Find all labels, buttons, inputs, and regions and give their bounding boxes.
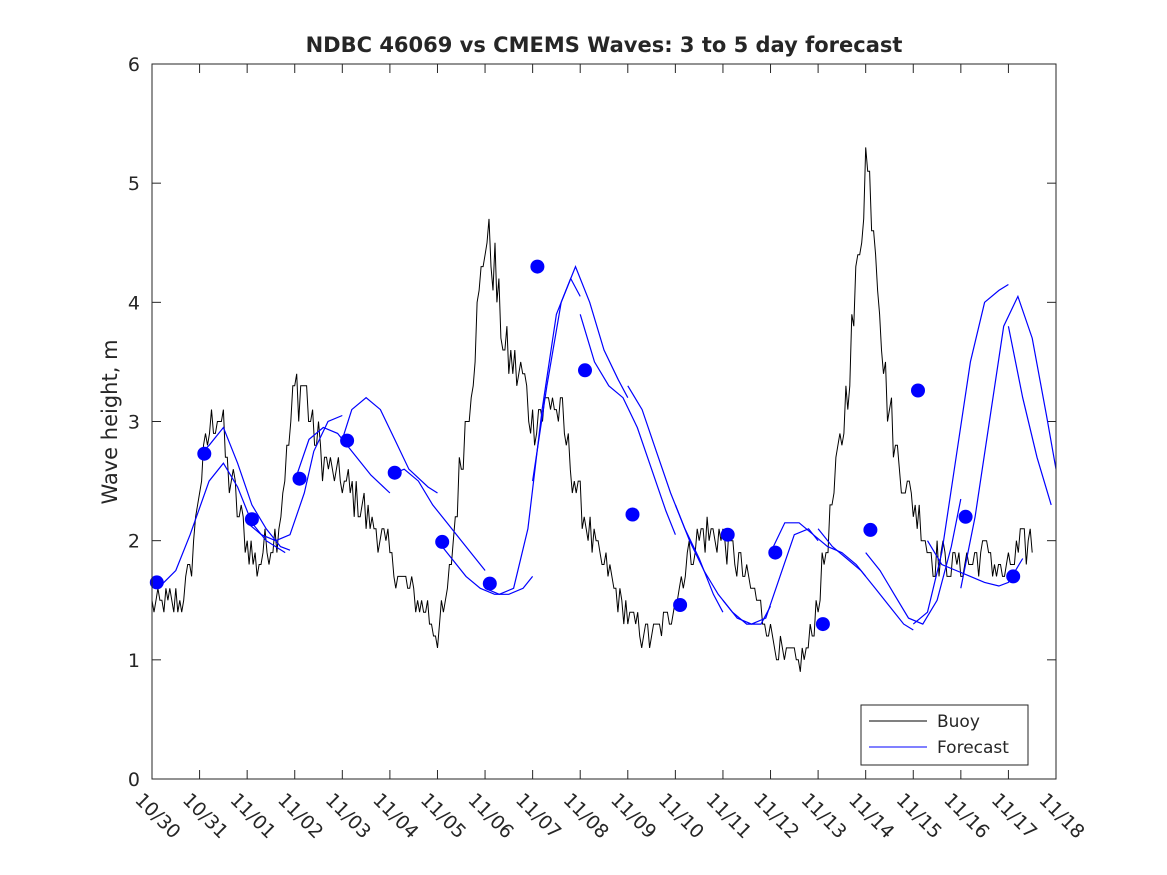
forecast-marker: [244, 512, 259, 527]
forecast-run-line: [532, 264, 629, 482]
forecast-run-line: [926, 540, 1024, 587]
forecast-run-line: [722, 528, 819, 625]
y-tick-label: 6: [128, 54, 140, 76]
forecast-marker: [435, 534, 450, 549]
forecast-marker: [958, 509, 973, 524]
forecast-run-line: [579, 314, 676, 535]
series-forecast-lines: [151, 264, 1057, 631]
y-tick-label: 0: [128, 769, 140, 791]
axes-box: [151, 63, 1057, 780]
forecast-marker: [292, 471, 307, 486]
forecast-run-line: [960, 294, 1057, 589]
forecast-run-line: [389, 468, 486, 571]
forecast-run-line: [865, 498, 962, 625]
forecast-marker: [387, 465, 402, 480]
forecast-marker: [625, 507, 640, 522]
forecast-marker: [340, 433, 355, 448]
forecast-marker: [197, 446, 212, 461]
forecast-run-line: [199, 426, 291, 551]
forecast-run-line: [294, 426, 391, 494]
legend-forecast-label: Forecast: [937, 738, 1009, 758]
forecast-run-line: [341, 396, 438, 494]
forecast-run-line: [151, 462, 286, 586]
forecast-marker: [768, 545, 783, 560]
forecast-marker: [673, 598, 688, 612]
legend: Buoy Forecast: [860, 704, 1029, 766]
forecast-run-line: [912, 283, 1009, 625]
forecast-marker: [815, 617, 830, 632]
y-axis-label: Wave height, m: [98, 339, 122, 504]
forecast-marker: [863, 522, 878, 537]
forecast-marker: [911, 383, 925, 398]
y-tick-label: 4: [128, 292, 140, 314]
legend-box: [860, 704, 1029, 766]
forecast-run-line: [437, 540, 534, 595]
y-tick-label: 1: [128, 650, 140, 672]
forecast-marker: [482, 576, 497, 591]
forecast-marker: [149, 575, 164, 590]
series-buoy-line: [151, 147, 1033, 672]
plot-area: [152, 64, 1056, 779]
forecast-run-line: [769, 522, 867, 577]
y-tick-label: 2: [128, 531, 140, 553]
forecast-markers: [149, 259, 1021, 632]
legend-buoy-label: Buoy: [937, 712, 980, 732]
forecast-run-line: [246, 414, 343, 542]
chart-title: NDBC 46069 vs CMEMS Waves: 3 to 5 day fo…: [306, 33, 903, 57]
forecast-run-line: [1007, 326, 1052, 506]
forecast-run-line: [817, 528, 914, 631]
y-tick-labels: 0 1 2 3 4 5 6: [128, 54, 140, 791]
axis-ticks: [151, 63, 1057, 780]
y-tick-label: 3: [128, 412, 140, 434]
series-group: [149, 147, 1057, 672]
forecast-marker: [720, 527, 735, 542]
forecast-marker: [1006, 569, 1021, 584]
forecast-marker: [530, 259, 545, 274]
forecast-marker: [578, 363, 592, 378]
y-tick-label: 5: [128, 173, 140, 195]
